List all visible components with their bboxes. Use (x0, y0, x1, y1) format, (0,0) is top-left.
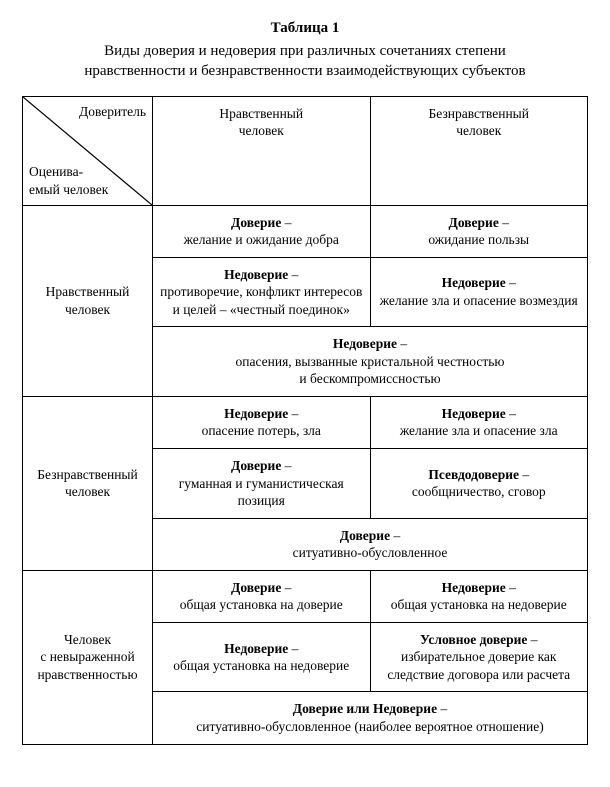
cell-immoral-r1c1: Недоверие –опасение потерь, зла (153, 396, 371, 448)
row-label-moral: Нравственный человек (23, 205, 153, 396)
table-row: Человек с невыраженной нравственностью Д… (23, 570, 588, 622)
diag-label-top: Доверитель (79, 103, 146, 121)
cell-immoral-r2c2: Псевдодоверие –сообщничество, сговор (370, 448, 588, 518)
col-header-immoral: Безнравственный человек (370, 96, 588, 205)
diag-label-bottom: Оценива- емый человек (29, 163, 108, 198)
table-title: Виды доверия и недоверия при различных с… (30, 41, 580, 82)
diag-bot-l1: Оценива- (29, 164, 83, 179)
term: Доверие (449, 215, 499, 230)
diagonal-header-cell: Доверитель Оценива- емый человек (23, 96, 153, 205)
cell-moral-r3: Недоверие –опасения, вызванные кристальн… (153, 327, 588, 397)
term: Условное доверие (420, 632, 527, 647)
term: Доверие (231, 580, 281, 595)
col-header-immoral-l2: человек (456, 123, 501, 138)
table-caption: Таблица 1 (22, 20, 588, 37)
row-label-unclear-l2: с невыраженной (40, 649, 134, 664)
term: Недоверие (442, 275, 506, 290)
row-label-unclear: Человек с невыраженной нравственностью (23, 570, 153, 744)
diag-bot-l2: емый человек (29, 182, 108, 197)
term: Недоверие (333, 336, 397, 351)
cell-immoral-r1c2: Недоверие –желание зла и опасение зла (370, 396, 588, 448)
cell-unclear-r2c2: Условное доверие –избирательное доверие … (370, 622, 588, 692)
table-header-row: Доверитель Оценива- емый человек Нравств… (23, 96, 588, 205)
cell-moral-r1c1: Доверие –желание и ожидание добра (153, 205, 371, 257)
row-label-immoral-l1: Безнравственный (37, 467, 137, 482)
row-label-unclear-l1: Человек (64, 632, 111, 647)
title-line1: Виды доверия и недоверия при различных с… (104, 43, 506, 59)
cell-unclear-r1c2: Недоверие –общая установка на недоверие (370, 570, 588, 622)
term: Доверие (340, 528, 390, 543)
table-row: Нравственный человек Доверие –желание и … (23, 205, 588, 257)
cell-unclear-r1c1: Доверие –общая установка на доверие (153, 570, 371, 622)
term: Недоверие (442, 580, 506, 595)
page: Таблица 1 Виды доверия и недоверия при р… (0, 0, 610, 769)
cell-moral-r2c2: Недоверие –желание зла и опасение возмез… (370, 257, 588, 327)
cell-moral-r2c1: Недоверие –противоречие, конфликт интере… (153, 257, 371, 327)
row-label-moral-l1: Нравственный (46, 284, 130, 299)
col-header-moral-l1: Нравственный (219, 106, 303, 121)
cell-unclear-r2c1: Недоверие –общая установка на недоверие (153, 622, 371, 692)
term: Псевдодоверие (428, 467, 519, 482)
col-header-moral: Нравственный человек (153, 96, 371, 205)
term: Доверие (231, 215, 281, 230)
term: Недоверие (224, 641, 288, 656)
cell-unclear-r3: Доверие или Недоверие –ситуативно-обусло… (153, 692, 588, 744)
col-header-moral-l2: человек (239, 123, 284, 138)
row-label-immoral: Безнравственный человек (23, 396, 153, 570)
cell-immoral-r3: Доверие –ситуативно-обусловленное (153, 518, 588, 570)
row-label-immoral-l2: человек (65, 484, 110, 499)
table-row: Безнравственный человек Недоверие –опасе… (23, 396, 588, 448)
term: Недоверие (224, 267, 288, 282)
main-table: Доверитель Оценива- емый человек Нравств… (22, 96, 588, 745)
cell-moral-r1c2: Доверие –ожидание пользы (370, 205, 588, 257)
row-label-moral-l2: человек (65, 302, 110, 317)
title-line2: нравственности и безнравственности взаим… (84, 63, 525, 79)
term: Недоверие (224, 406, 288, 421)
row-label-unclear-l3: нравственностью (37, 667, 137, 682)
term: Доверие или Недоверие (293, 701, 437, 716)
cell-immoral-r2c1: Доверие –гуманная и гуманистическая пози… (153, 448, 371, 518)
term: Доверие (231, 458, 281, 473)
col-header-immoral-l1: Безнравственный (429, 106, 529, 121)
term: Недоверие (442, 406, 506, 421)
